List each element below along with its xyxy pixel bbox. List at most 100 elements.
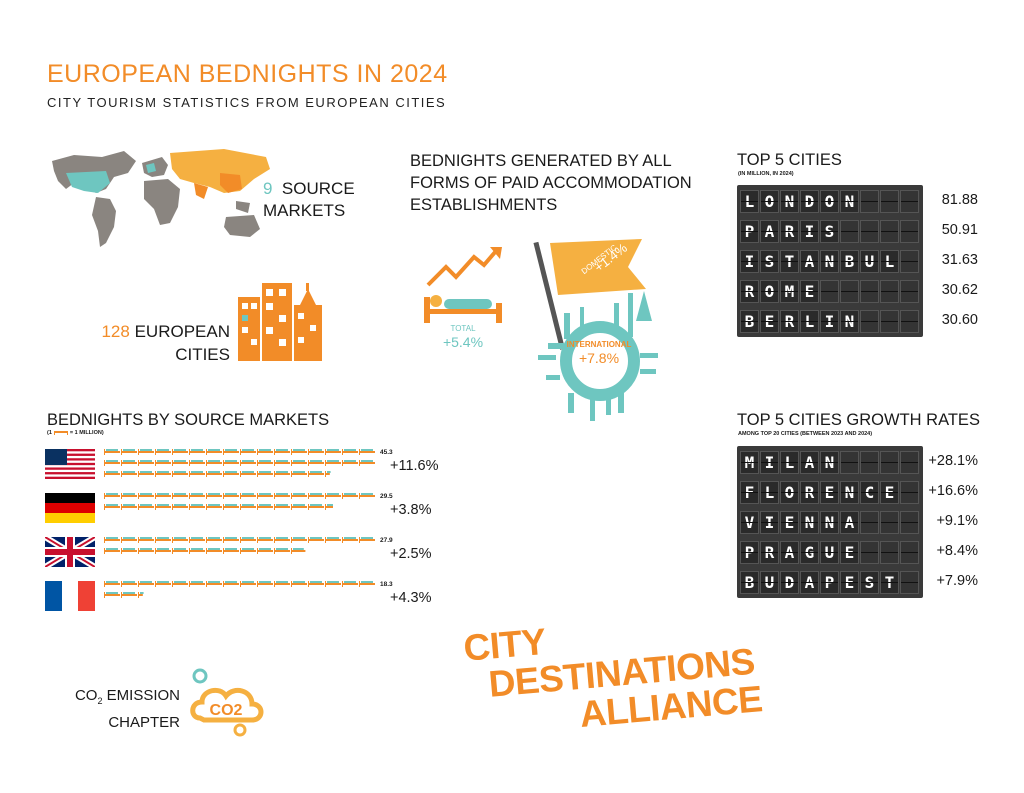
page-subtitle: CITY TOURISM STATISTICS FROM EUROPEAN CI… (47, 95, 447, 110)
top5-cities-value: 30.62 (941, 282, 978, 298)
bed-icon-mark (308, 460, 324, 466)
bed-icon-mark (240, 449, 256, 455)
top5-growth-row: MILANMILAN (740, 449, 920, 475)
board-tile: F (740, 480, 759, 504)
board-tile (860, 189, 879, 213)
bed-icon-mark (172, 548, 188, 554)
board-tile: A (800, 249, 819, 273)
bar-icons (104, 493, 375, 510)
top5-growth-row: FLORENCEFLORENCE (740, 479, 920, 505)
board-tile: P (740, 219, 759, 243)
board-tile: G (800, 540, 819, 564)
bed-icon-mark (223, 449, 239, 455)
heading-line-1: BEDNIGHTS GENERATED BY ALL (410, 152, 672, 170)
bed-icon-mark (223, 493, 239, 499)
board-tile: N (840, 309, 859, 333)
international-label: INTERNATIONAL (566, 340, 632, 349)
top5-growth-row: VIENNAVIENNA (740, 509, 920, 535)
board-tile: N (780, 189, 799, 213)
co2-chapter-label: CO2 EMISSION CHAPTER (58, 685, 180, 734)
bed-icon-mark (121, 537, 137, 543)
board-tile (860, 540, 879, 564)
board-tile: S (820, 219, 839, 243)
top5-cities-value: 31.63 (941, 252, 978, 268)
bed-icon-mark (223, 537, 239, 543)
bed-icon-mark (223, 581, 239, 587)
bed-icon-mark (240, 471, 256, 477)
board-tile (860, 450, 879, 474)
bar-total-label: 27.9 (380, 537, 393, 544)
bed-icon-mark (172, 504, 188, 510)
bed-icon-mark (325, 449, 341, 455)
board-tile: L (740, 189, 759, 213)
board-tile (880, 450, 899, 474)
board-tile: D (800, 189, 819, 213)
bed-icon-mark (325, 581, 341, 587)
bed-icon-mark (138, 471, 154, 477)
bed-icon-mark (206, 504, 222, 510)
board-tile: R (760, 540, 779, 564)
board-tile (880, 189, 899, 213)
bed-icon-mark (291, 471, 307, 477)
top5-growth-value: +28.1% (928, 453, 978, 469)
board-tile: I (760, 450, 779, 474)
bed-icon-mark (121, 504, 137, 510)
board-tile (900, 249, 919, 273)
co2-text-rest: EMISSION (102, 687, 180, 704)
bed-icon-mark (274, 581, 290, 587)
co2-cloud-icon[interactable]: CO2 (186, 668, 266, 745)
bed-icon-mark (240, 537, 256, 543)
board-tile: A (800, 450, 819, 474)
board-tile: B (740, 570, 759, 594)
board-tile (900, 189, 919, 213)
top5-cities-values: 81.88 50.91 31.63 30.62 30.60 (920, 187, 978, 337)
board-tile: I (760, 510, 779, 534)
board-tile: U (820, 540, 839, 564)
bed-icon-mark (325, 537, 341, 543)
bed-icon-mark (359, 460, 375, 466)
european-cities-stat: 128 EUROPEAN CITIES (100, 320, 230, 366)
bed-icon-mark (359, 581, 375, 587)
bed-icon-mark (104, 460, 120, 466)
bed-icon-mark (104, 493, 120, 499)
co2-badge-text: CO2 (210, 702, 243, 719)
bar-growth-label: +11.6% (390, 458, 439, 474)
board-tile (900, 219, 919, 243)
board-tile: T (780, 249, 799, 273)
bed-icon-mark (308, 449, 324, 455)
bed-icon-mark (308, 471, 324, 477)
board-tile (900, 570, 919, 594)
bed-icon-mark (172, 449, 188, 455)
board-tile: I (820, 309, 839, 333)
bed-icon-mark (206, 460, 222, 466)
bed-icon-mark (240, 460, 256, 466)
bar-total-label: 45.3 (380, 449, 393, 456)
board-tile: E (840, 540, 859, 564)
bed-icon-mark (342, 449, 358, 455)
board-tile: L (760, 480, 779, 504)
top5-growth-board: MILANMILANFLORENCEFLORENCEVIENNAVIENNAPR… (737, 446, 923, 598)
bed-icon-mark (172, 493, 188, 499)
bed-icon-mark (155, 548, 171, 554)
bed-icon-mark (223, 548, 239, 554)
top5-cities-board: LONDONLONDONPARISPARISISTANBULISTANBULRO… (737, 185, 923, 337)
bed-icon-mark (138, 493, 154, 499)
bed-icon-mark (155, 460, 171, 466)
legend-prefix: (1 (47, 430, 52, 436)
board-tile: N (820, 450, 839, 474)
bed-unit-icon (53, 431, 68, 435)
board-tile: B (740, 309, 759, 333)
board-tile: L (780, 450, 799, 474)
bed-icon-mark (121, 548, 137, 554)
bed-icon-mark (291, 537, 307, 543)
board-tile: L (880, 249, 899, 273)
board-tile: I (800, 219, 819, 243)
bed-icon-mark (274, 493, 290, 499)
bed-icon-mark (206, 537, 222, 543)
board-tile: E (800, 279, 819, 303)
bar-growth-label: +2.5% (390, 546, 432, 562)
uk-flag-icon (43, 534, 97, 570)
board-tile: V (740, 510, 759, 534)
board-tile: A (800, 570, 819, 594)
board-tile (860, 279, 879, 303)
